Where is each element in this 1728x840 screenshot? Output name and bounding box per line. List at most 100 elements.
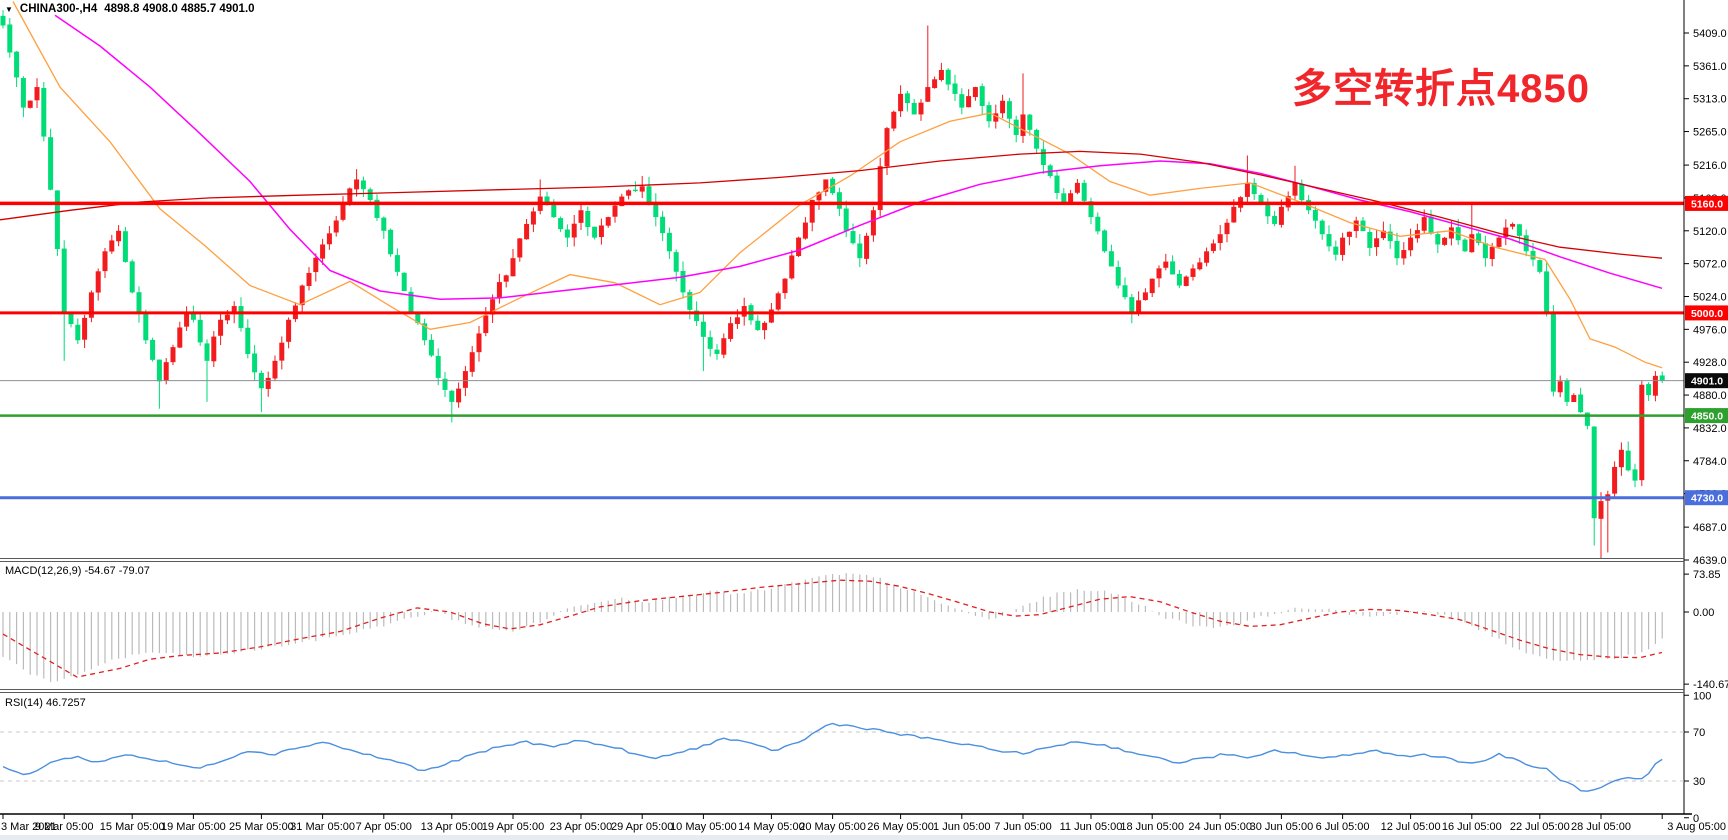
candle-body [925,87,931,102]
candle-body [1408,237,1414,251]
candle-body [156,359,162,382]
date-label[interactable]: 12 Jul 05:00 [1381,821,1441,833]
candle-body [714,349,720,354]
candle-body [1557,381,1563,393]
macd-tick-label: 0.00 [1693,607,1714,619]
candle-body [381,217,387,231]
date-label[interactable]: 7 Apr 05:00 [356,821,412,833]
price-tick-label: 5120.0 [1693,226,1727,238]
date-label[interactable]: 11 Jun 05:00 [1060,821,1123,833]
date-label[interactable]: 25 Mar 05:00 [229,821,294,833]
candle-body [184,312,190,327]
price-tick-label: 4784.0 [1693,456,1727,468]
price-tick-label: 5409.0 [1693,28,1727,40]
macd-tick-label: 73.85 [1693,569,1721,581]
candle-body [660,216,666,234]
panel-separator-mid-2 [0,692,1684,693]
candle-body [639,186,645,192]
candle-body [442,378,448,390]
date-label[interactable]: 6 Jul 05:00 [1316,821,1370,833]
candle-body [279,342,285,361]
date-label[interactable]: 19 Mar 05:00 [161,821,226,833]
candle-body [666,232,672,252]
macd-signal-line [2,579,1663,678]
panel-separator-mid-1[interactable] [0,689,1684,690]
candle-body [1659,375,1665,381]
candle-body [864,235,870,259]
candle-body [673,252,679,272]
candle-body [177,327,183,348]
date-label[interactable]: 16 Jul 05:00 [1442,821,1502,833]
price-tick-label: 5024.0 [1693,291,1727,303]
macd-panel[interactable] [2,573,1663,682]
date-label[interactable]: 28 Jul 05:00 [1571,821,1631,833]
candle-body [972,87,978,98]
candle-body [1380,230,1386,239]
candle-body [1394,240,1400,259]
candle-body [1210,243,1216,251]
candle-body [388,229,394,255]
candle-body [1353,220,1359,232]
candle-body [1000,100,1006,114]
candle-body [401,272,407,292]
candle-body [1469,234,1475,253]
rsi-value: 46.7257 [45,697,86,709]
date-label[interactable]: 26 May 05:00 [867,821,934,833]
date-label[interactable]: 7 Jun 05:00 [994,821,1052,833]
candle-body [286,319,292,342]
date-label[interactable]: 15 Mar 05:00 [100,821,165,833]
rsi-indicator-label: RSI(14) 46.7257 [5,697,86,709]
date-label[interactable]: 3 Aug 05:00 [1667,821,1726,833]
candle-body [612,205,618,217]
candle-body [231,306,237,315]
date-label[interactable]: 19 Apr 05:00 [482,821,544,833]
candle-body [1163,261,1169,268]
current-price-tag-bg [1685,373,1728,389]
candle-body [911,102,917,115]
candle-body [1523,235,1529,252]
candle-body [347,188,353,204]
candle-body [680,271,686,293]
panel-separator-top-1[interactable] [0,558,1684,559]
date-label[interactable]: 18 Jun 05:00 [1120,821,1184,833]
symbol-dropdown-icon[interactable]: ▼ [5,4,13,14]
date-label[interactable]: 31 Mar 05:00 [290,821,355,833]
candle-body [564,229,570,238]
price-tick-label: 4687.0 [1693,522,1727,534]
date-label[interactable]: 22 Jul 05:00 [1510,821,1570,833]
candle-body [367,189,373,200]
candle-body [1265,202,1271,217]
candle-body [82,317,88,340]
candle-body [558,218,564,230]
candle-body [768,309,774,323]
candle-body [1652,375,1658,396]
rsi-panel[interactable] [0,722,1684,792]
date-label[interactable]: 23 Apr 05:00 [550,821,612,833]
date-label[interactable]: 9 Mar 05:00 [35,821,94,833]
date-label[interactable]: 1 Jun 05:00 [933,821,991,833]
candle-body [1217,234,1223,243]
date-label[interactable]: 24 Jun 05:00 [1188,821,1252,833]
date-label[interactable]: 10 May 05:00 [670,821,737,833]
date-label[interactable]: 14 May 05:00 [738,821,805,833]
candle-body [1496,237,1502,247]
price-tick-label: 4880.0 [1693,390,1727,402]
candle-body [224,314,230,321]
candle-body [694,310,700,322]
date-label[interactable]: 29 Apr 05:00 [611,821,673,833]
candle-body [245,327,251,354]
date-label[interactable]: 13 Apr 05:00 [421,821,483,833]
candle-body [843,208,849,231]
candle-body [796,237,802,257]
candle-body [170,347,176,363]
candle-body [1639,384,1645,481]
date-label[interactable]: 3 Mar 2021 [1,821,57,833]
candle-body [959,94,965,108]
candle-body [1612,466,1618,494]
date-label[interactable]: 30 Jun 05:00 [1250,821,1314,833]
date-label[interactable]: 20 May 05:00 [799,821,866,833]
candle-body [456,388,462,403]
candle-body [75,324,81,341]
